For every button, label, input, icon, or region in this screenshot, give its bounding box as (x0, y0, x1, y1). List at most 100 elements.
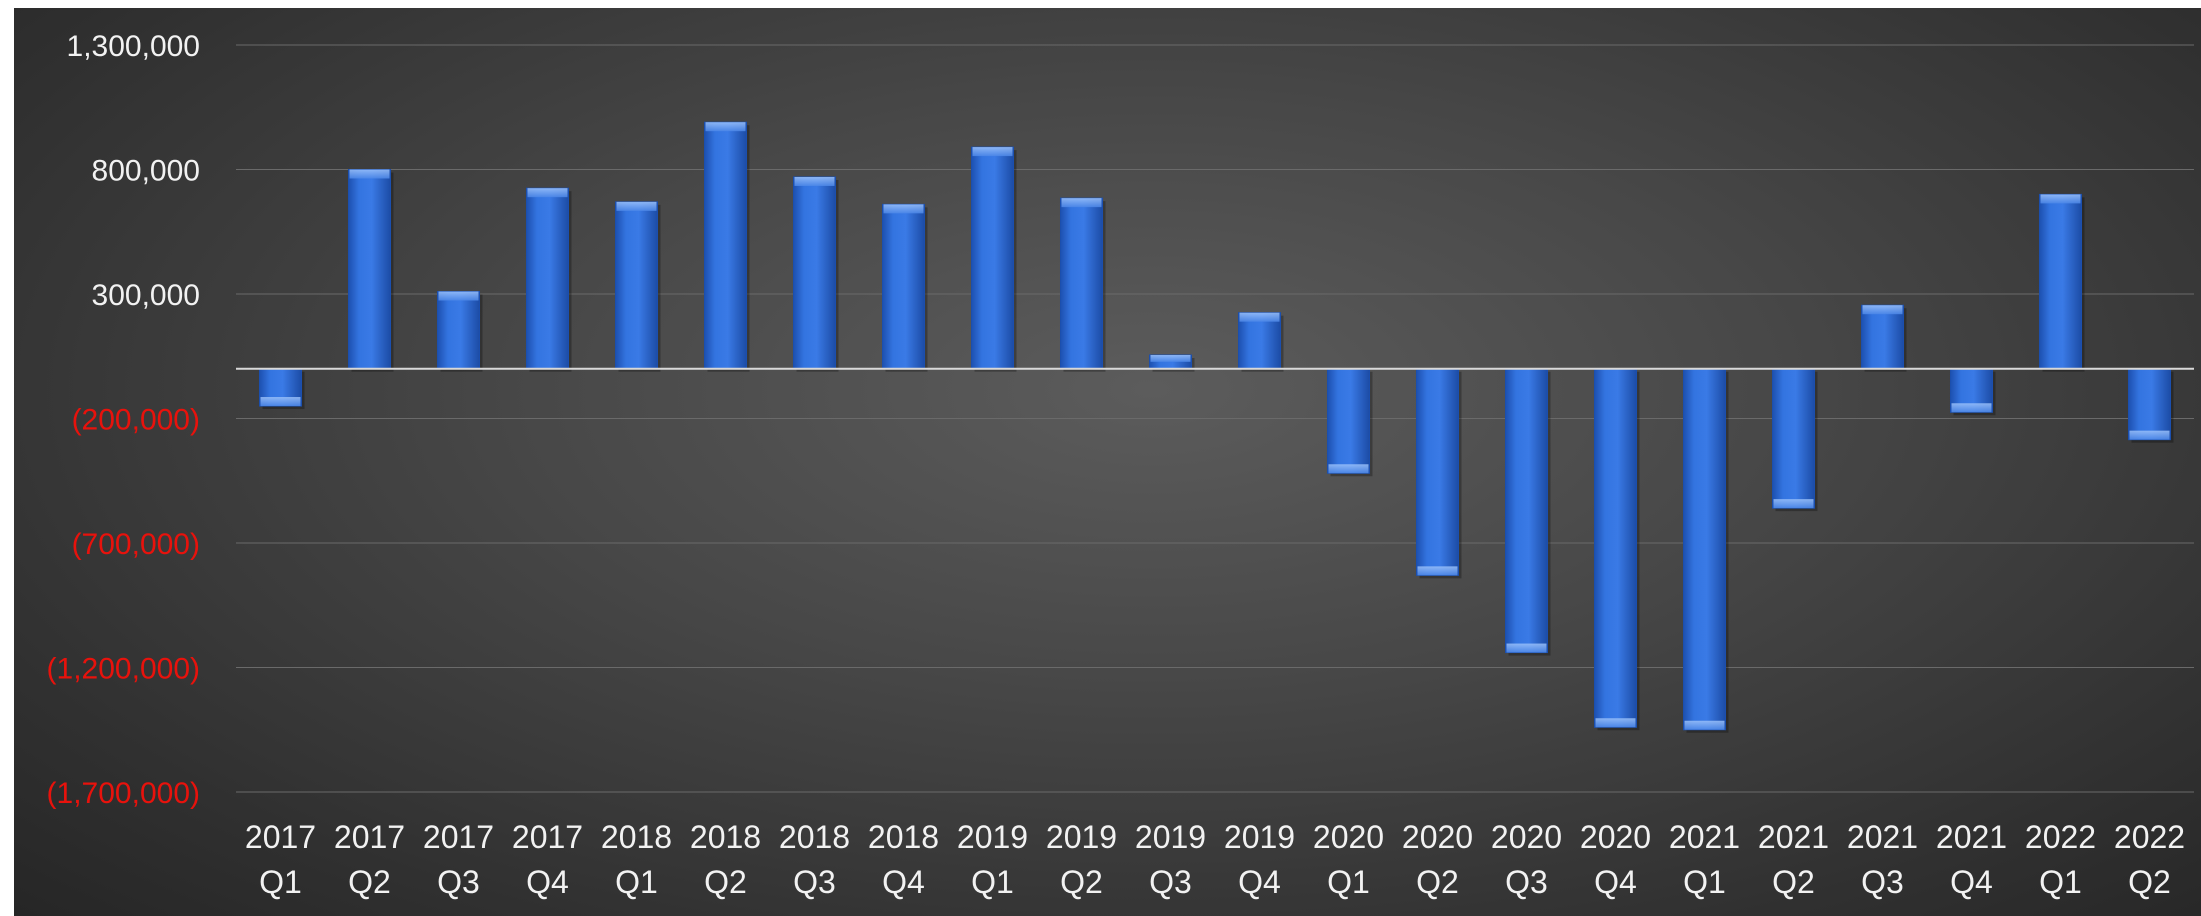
x-tick-label-quarter: Q2 (1060, 864, 1103, 900)
bar (1416, 368, 1462, 579)
bar-bevel (616, 201, 657, 211)
x-tick-label-year: 2022 (2114, 819, 2185, 855)
bar (259, 368, 305, 410)
bar (1505, 368, 1551, 656)
x-tick-label-quarter: Q2 (704, 864, 747, 900)
x-tick-label-quarter: Q2 (348, 864, 391, 900)
bar-bevel (1506, 643, 1547, 653)
bar (437, 291, 483, 372)
x-tick-label-year: 2020 (1402, 819, 1473, 855)
bar (615, 201, 661, 372)
bar-bevel (883, 204, 924, 214)
x-tick-label-year: 2021 (1936, 819, 2007, 855)
bar (1238, 312, 1284, 372)
x-tick-label-quarter: Q4 (1238, 864, 1281, 900)
bar-body (1772, 368, 1815, 509)
bar-body (615, 201, 658, 370)
y-axis-tick-labels: 1,300,000 800,000 300,000 (200,000) (700,000… (47, 30, 200, 810)
x-tick-label-quarter: Q3 (793, 864, 836, 900)
bar-bevel (2129, 430, 2170, 440)
bar (1594, 368, 1640, 731)
x-tick-label-quarter: Q1 (259, 864, 302, 900)
bar-body (526, 187, 569, 370)
bar (1861, 304, 1907, 372)
bar-body (1416, 368, 1459, 576)
x-tick-label-quarter: Q2 (2128, 864, 2171, 900)
bar-body (882, 203, 925, 370)
bar-body (1327, 368, 1370, 474)
x-tick-label-quarter: Q4 (882, 864, 925, 900)
bar-bevel (1150, 355, 1191, 362)
bar (2128, 368, 2174, 443)
bar (1060, 197, 1106, 372)
x-tick-label-year: 2018 (601, 819, 672, 855)
x-tick-label-year: 2020 (1313, 819, 1384, 855)
bar-bevel (1684, 720, 1725, 730)
bar-bevel (1417, 566, 1458, 576)
bar-bevel (1951, 403, 1992, 413)
x-tick-label-year: 2017 (245, 819, 316, 855)
bar (2039, 193, 2085, 372)
bar-bevel (1773, 499, 1814, 509)
x-tick-label-year: 2017 (512, 819, 583, 855)
x-tick-label-quarter: Q3 (1149, 864, 1192, 900)
bar-bevel (1239, 312, 1280, 322)
x-tick-label-year: 2021 (1847, 819, 1918, 855)
x-tick-label-year: 2018 (690, 819, 761, 855)
bar (1327, 368, 1373, 477)
bar-bevel (438, 291, 479, 301)
x-tick-label-quarter: Q1 (2039, 864, 2082, 900)
chart-area: 1,300,000 800,000 300,000 (200,000) (700,000… (14, 8, 2201, 916)
x-tick-label-year: 2020 (1491, 819, 1562, 855)
x-tick-label-quarter: Q3 (1861, 864, 1904, 900)
x-tick-label-quarter: Q1 (615, 864, 658, 900)
x-tick-label-year: 2019 (1135, 819, 1206, 855)
bar-bevel (1061, 198, 1102, 208)
bar-body (1238, 312, 1281, 370)
bar-body (971, 146, 1014, 370)
x-tick-label-year: 2017 (423, 819, 494, 855)
x-tick-label-quarter: Q2 (1772, 864, 1815, 900)
bar-body (2128, 368, 2171, 441)
bar-body (437, 291, 480, 370)
x-tick-label-year: 2018 (779, 819, 850, 855)
bar-bevel (705, 122, 746, 132)
bar-bevel (260, 397, 301, 407)
bar-bevel (794, 176, 835, 186)
x-tick-label-year: 2022 (2025, 819, 2096, 855)
bars (259, 121, 2174, 733)
bar-body (1060, 197, 1103, 370)
x-axis-category-labels: 2017 Q1 2017 Q2 2017 Q3 2017 Q4 2018 Q1 2018 Q2 2018… (245, 819, 2185, 900)
bar (348, 169, 394, 372)
bar (704, 121, 750, 372)
y-tick-label: (700,000) (72, 528, 200, 561)
bar (526, 187, 572, 372)
y-tick-label: 1,300,000 (67, 30, 200, 63)
bar (971, 146, 1017, 372)
y-tick-label: 300,000 (92, 279, 200, 312)
y-tick-label: (1,700,000) (47, 777, 200, 810)
x-tick-label-year: 2021 (1669, 819, 1740, 855)
bar (882, 203, 928, 372)
bar-bevel (1328, 464, 1369, 474)
x-tick-label-quarter: Q1 (971, 864, 1014, 900)
bar-bevel (2040, 194, 2081, 204)
x-tick-label-year: 2019 (1224, 819, 1295, 855)
bar (1950, 368, 1996, 416)
x-tick-label-year: 2019 (1046, 819, 1117, 855)
x-tick-label-quarter: Q3 (1505, 864, 1548, 900)
bar-bevel (527, 188, 568, 198)
bar (1683, 368, 1729, 733)
bar-body (2039, 193, 2082, 370)
x-tick-label-year: 2021 (1758, 819, 1829, 855)
gridlines (236, 44, 2194, 793)
x-tick-label-quarter: Q4 (526, 864, 569, 900)
x-tick-label-quarter: Q1 (1327, 864, 1370, 900)
y-tick-label: 800,000 (92, 155, 200, 188)
x-tick-label-quarter: Q3 (437, 864, 480, 900)
y-tick-label: (1,200,000) (47, 653, 200, 686)
bar (1772, 368, 1818, 512)
bar (793, 176, 839, 372)
bar-bevel (349, 169, 390, 179)
bar-bevel (1862, 305, 1903, 315)
